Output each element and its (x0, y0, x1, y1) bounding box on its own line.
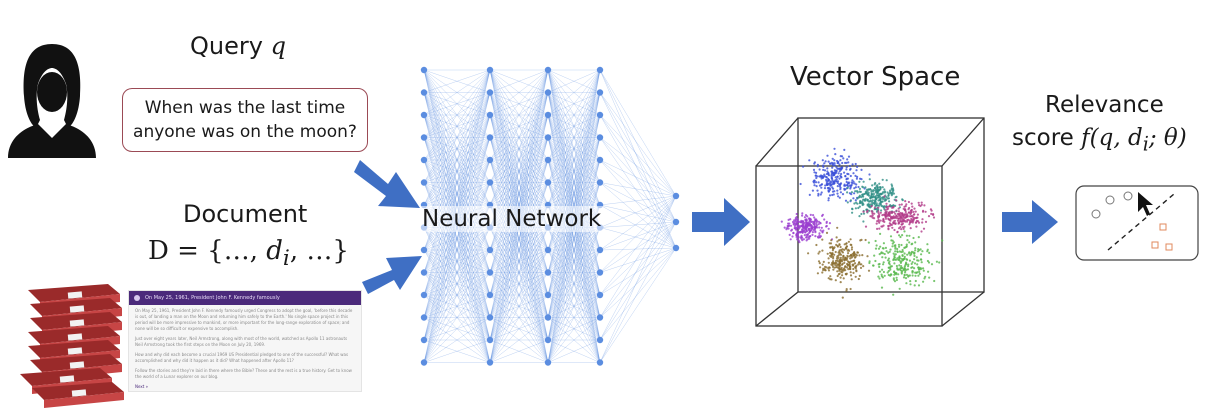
document-title: Document (183, 200, 308, 228)
snippet-paragraph: On May 25, 1961, President John F. Kenne… (135, 308, 353, 331)
document-formula: D = {…, di, …} (148, 236, 349, 272)
query-variable: q (270, 32, 286, 60)
snippet-paragraph: Follow the stories and they're laid in t… (135, 368, 352, 379)
document-snippet-card: On May 25, 1961, President John F. Kenne… (128, 290, 362, 392)
to-vector-arrow-icon (692, 198, 750, 246)
snippet-paragraph: Just over eight years later, Neil Armstr… (135, 336, 348, 347)
vector-space-cube (755, 117, 985, 327)
query-box: When was the last time anyone was on the… (122, 88, 368, 152)
query-text-line1: When was the last time (144, 98, 346, 118)
query-title: Query q (190, 32, 286, 60)
snippet-more-link: Next » (135, 384, 149, 389)
query-text-line2: anyone was on the moon? (133, 122, 357, 142)
relevance-score-label: score f(q, di; θ) (1012, 125, 1187, 156)
relevance-title: Relevance (1045, 92, 1164, 118)
vector-space-title: Vector Space (790, 62, 961, 92)
person-icon (8, 44, 96, 158)
document-arrow-icon (362, 256, 422, 294)
relevance-plot (1075, 185, 1199, 261)
document-snippet-header: On May 25, 1961, President John F. Kenne… (129, 291, 361, 305)
cursor-icon (1138, 192, 1153, 216)
snippet-paragraph: How and why did each become a crucial 19… (135, 352, 349, 363)
binders-icon (20, 284, 124, 408)
document-snippet-body: On May 25, 1961, President John F. Kenne… (129, 305, 361, 391)
query-arrow-icon (354, 160, 420, 208)
to-relevance-arrow-icon (1002, 200, 1058, 244)
vector-clusters (780, 147, 944, 299)
neural-network-label: Neural Network (420, 206, 604, 232)
